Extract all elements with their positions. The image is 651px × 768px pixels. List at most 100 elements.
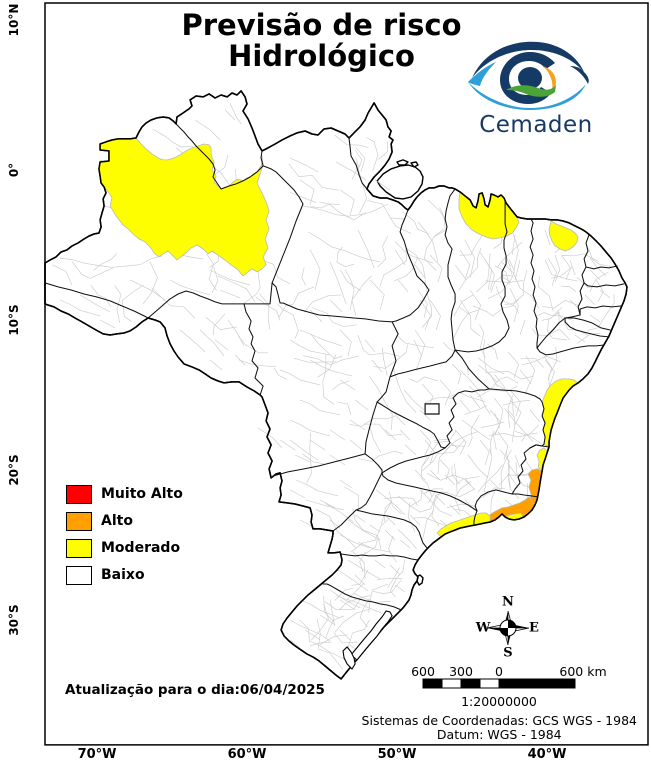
state-boundary-5 — [271, 282, 393, 323]
municipal-boundary-184 — [502, 277, 524, 283]
municipal-boundary-274 — [383, 497, 419, 507]
municipal-boundary-279 — [453, 463, 458, 494]
municipal-boundary-310 — [323, 595, 335, 623]
municipal-boundary-190 — [534, 312, 572, 321]
municipal-boundary-54 — [299, 599, 341, 619]
municipal-boundary-257 — [427, 488, 476, 504]
municipal-boundary-187 — [475, 253, 491, 293]
municipal-boundary-381 — [289, 192, 317, 204]
municipal-boundary-126 — [389, 564, 401, 576]
municipal-boundary-338 — [306, 432, 312, 484]
municipal-boundary-80 — [514, 259, 521, 280]
municipal-boundary-345 — [217, 275, 256, 303]
coordinate-system-line1: Sistemas de Coordenadas: GCS WGS - 1984 — [361, 713, 637, 728]
municipal-boundary-375 — [355, 162, 367, 214]
map-title-line1: Previsão de risco — [181, 8, 462, 42]
state-boundary-0 — [44, 282, 149, 319]
municipal-boundary-332 — [303, 355, 359, 366]
municipal-boundary-196 — [531, 328, 561, 336]
municipal-boundary-369 — [319, 201, 366, 221]
state-boundary-20 — [270, 453, 366, 479]
municipal-boundary-347 — [255, 296, 281, 321]
municipal-boundary-201 — [487, 259, 515, 300]
municipal-boundary-232 — [493, 412, 501, 450]
municipal-boundary-149 — [309, 439, 326, 451]
municipal-boundary-128 — [354, 574, 366, 586]
municipal-boundary-11 — [417, 221, 439, 262]
municipal-boundary-22 — [595, 279, 604, 303]
municipal-boundary-122 — [384, 529, 396, 541]
municipal-boundary-319 — [422, 279, 432, 328]
state-boundary-26 — [322, 583, 402, 611]
municipal-boundary-321 — [369, 375, 393, 430]
municipal-boundary-350 — [277, 303, 299, 339]
municipal-boundary-53 — [337, 569, 369, 592]
municipal-boundary-386 — [334, 134, 369, 148]
municipal-boundary-163 — [354, 149, 363, 171]
compass-quad-sw — [500, 628, 508, 636]
municipal-boundary-254 — [454, 480, 472, 512]
state-boundary-12 — [529, 444, 550, 449]
municipal-boundary-335 — [363, 423, 403, 436]
state-boundary-33 — [579, 305, 622, 316]
municipal-boundary-298 — [350, 518, 390, 553]
municipal-boundary-272 — [407, 502, 416, 533]
municipal-boundary-66 — [299, 179, 315, 205]
municipal-boundary-267 — [455, 508, 474, 519]
municipal-boundary-312 — [359, 598, 370, 628]
lon-axis-label-70°W: 70°W — [77, 747, 117, 762]
municipal-boundary-142 — [289, 339, 331, 356]
logo-orange-wave — [542, 66, 556, 93]
municipal-boundary-322 — [381, 347, 388, 377]
logo-core — [518, 67, 542, 89]
municipal-boundary-239 — [494, 383, 514, 416]
municipal-boundary-82 — [544, 229, 551, 246]
lat-axis-label-0°: 0° — [7, 162, 21, 178]
municipal-boundary-94 — [494, 374, 506, 389]
municipal-boundary-229 — [484, 371, 534, 380]
compass-letter-south: S — [503, 645, 513, 661]
logo-eye-corner-left — [468, 62, 496, 86]
state-boundary-37 — [348, 137, 368, 190]
risk-legend: Muito Alto Alto Moderado Baixo — [66, 484, 183, 592]
municipal-boundary-314 — [333, 633, 358, 644]
municipal-boundary-330 — [349, 416, 395, 427]
legend-label-moderado: Moderado — [101, 540, 181, 556]
lat-axis-label-30°S: 30°S — [7, 604, 21, 636]
municipal-boundary-396 — [93, 253, 118, 271]
municipal-boundary-31 — [497, 431, 509, 460]
state-boundary-21 — [364, 453, 383, 474]
municipal-boundary-167 — [294, 454, 311, 463]
state-boundary-35 — [564, 317, 610, 338]
island-2 — [410, 161, 419, 168]
municipal-boundary-245 — [500, 449, 512, 490]
scale-bar-segment-3 — [479, 678, 500, 689]
municipal-boundary-101 — [454, 429, 467, 456]
logo-eye-corner-right — [570, 66, 589, 84]
municipal-boundary-230 — [424, 396, 456, 404]
lon-axis-label-40°W: 40°W — [527, 747, 567, 762]
municipal-boundary-110 — [424, 439, 435, 465]
state-boundaries — [44, 123, 625, 611]
municipal-boundary-313 — [372, 579, 402, 594]
state-boundary-9 — [389, 349, 456, 378]
cemaden-eye-shapes — [468, 41, 589, 110]
municipal-boundary-177 — [454, 264, 466, 279]
compass-quad-ne — [508, 620, 516, 628]
municipal-boundary-242 — [478, 364, 498, 388]
municipal-boundary-127 — [374, 559, 386, 569]
municipal-boundary-359 — [71, 261, 113, 279]
municipal-boundary-371 — [288, 163, 339, 191]
municipal-boundary-40 — [289, 419, 331, 437]
df-square — [424, 403, 440, 415]
municipal-boundary-370 — [389, 217, 412, 234]
cemaden-logo-text: Cemaden — [479, 112, 593, 138]
legend-swatch-alto — [66, 511, 92, 531]
municipal-boundary-87 — [584, 294, 596, 306]
map-title: Previsão de risco Hidrológico — [0, 10, 647, 72]
municipal-boundary-42 — [305, 499, 345, 511]
municipal-boundary-2 — [59, 255, 163, 268]
municipal-boundary-266 — [421, 456, 433, 498]
municipal-boundary-153 — [289, 489, 306, 499]
logo-upper-lid — [472, 41, 584, 78]
